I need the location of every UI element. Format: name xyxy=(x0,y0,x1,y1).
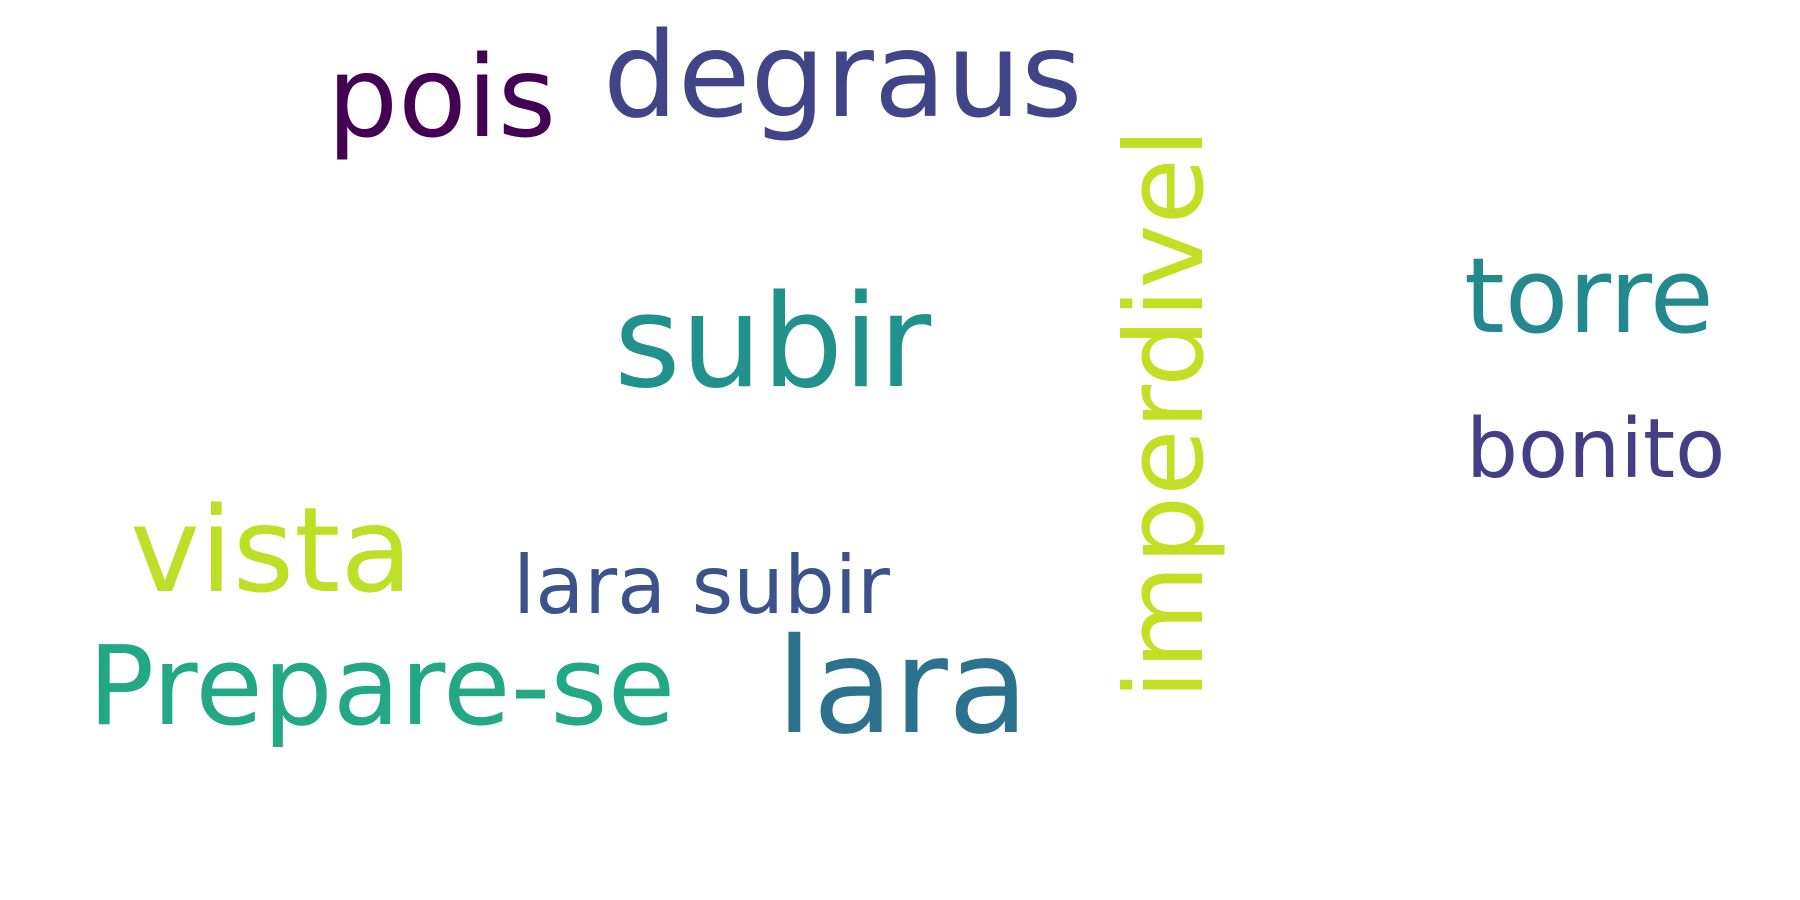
word-degraus: degraus xyxy=(603,6,1083,144)
word-prepare-se: Prepare-se xyxy=(88,622,676,750)
word-lara-subir: lara subir xyxy=(513,539,890,632)
word-lara: lara xyxy=(776,610,1029,764)
word-imperdivel: imperdivel xyxy=(1103,128,1228,700)
word-subir: subir xyxy=(614,268,932,417)
word-bonito: bonito xyxy=(1466,402,1726,497)
word-pois: pois xyxy=(327,33,557,163)
word-vista: vista xyxy=(130,481,413,619)
word-torre: torre xyxy=(1464,235,1714,357)
